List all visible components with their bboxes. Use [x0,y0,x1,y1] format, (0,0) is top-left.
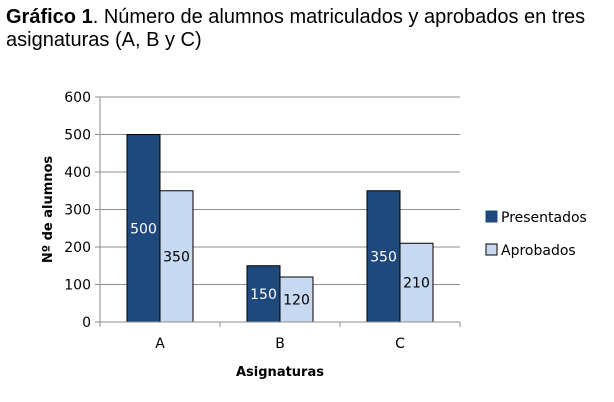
x-axis-title: Asignaturas [236,365,324,380]
chart-caption: Gráfico 1. Número de alumnos matriculado… [6,6,610,52]
data-label: 210 [403,276,430,292]
legend-swatch-aprobados [485,243,498,256]
caption-text: . Número de alumnos matriculados y aprob… [6,6,586,51]
bar-groups: 500 350 150 120 350 210 [126,134,434,323]
y-tick-label: 300 [64,203,91,219]
bar-presentados-a [126,134,161,323]
caption-prefix: Gráfico 1 [6,6,93,28]
y-tick-label: 0 [82,315,91,331]
x-tick-label: A [155,336,165,352]
y-tick-label: 100 [64,278,91,294]
y-axis-title: Nº de alumnos [41,156,56,264]
data-label: 350 [370,249,397,265]
data-label: 150 [250,287,277,303]
x-tick-label: C [395,336,405,352]
bar-aprobados-a [159,190,194,323]
bar-presentados-c [366,190,401,323]
y-tick-label: 200 [64,240,91,256]
y-tick-labels: 0 100 200 300 400 500 600 [64,90,91,331]
x-tick-labels: A B C [155,336,405,352]
bar-aprobados-b [279,276,314,323]
legend-label-aprobados: Aprobados [501,243,576,259]
legend-label-presentados: Presentados [501,210,587,226]
legend: Presentados Aprobados [485,210,587,259]
data-label: 350 [163,249,190,265]
y-tick-label: 500 [64,128,91,144]
x-tick-label: B [275,336,285,352]
y-tick-label: 600 [64,90,91,106]
axes [95,96,461,327]
bar-aprobados-c [399,242,434,323]
data-label: 500 [130,221,157,237]
y-tick-label: 400 [64,165,91,181]
data-label: 120 [283,293,310,309]
legend-swatch-presentados [485,210,498,223]
